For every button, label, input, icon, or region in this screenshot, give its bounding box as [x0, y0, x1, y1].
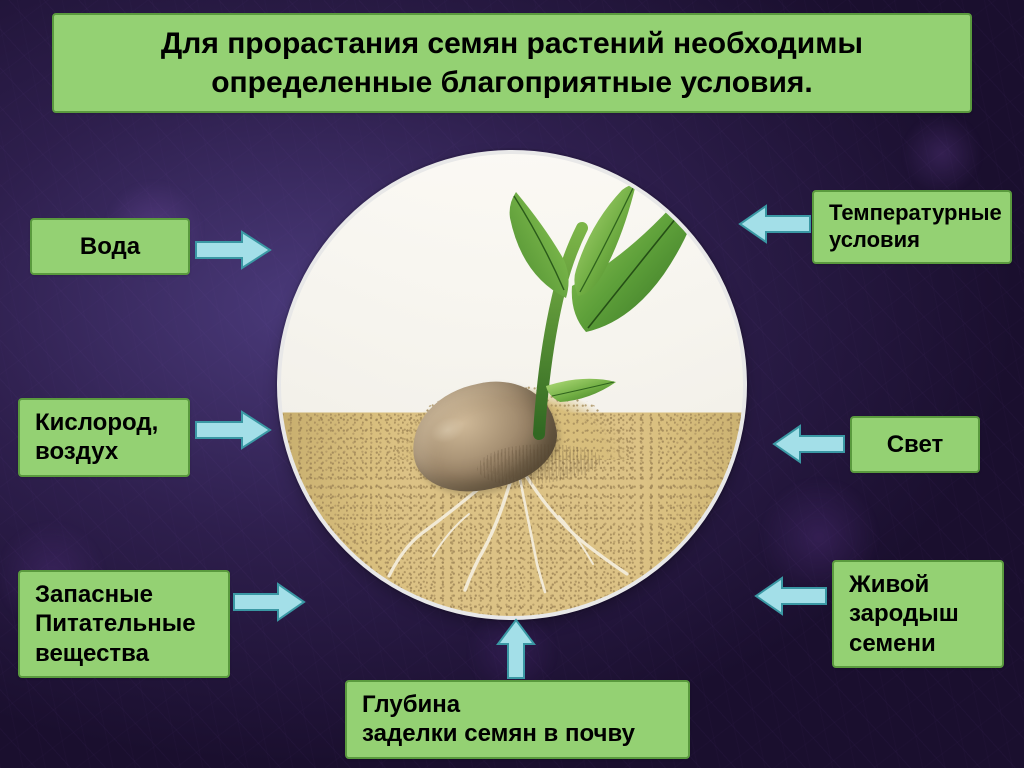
arrow-embryo [754, 576, 828, 616]
arrow-nutrients [232, 582, 306, 622]
label-nutrients: Запасные Питательные вещества [18, 570, 230, 678]
label-temperature-text: Температурные условия [829, 200, 1002, 252]
label-light: Свет [850, 416, 980, 473]
label-water-text: Вода [80, 233, 140, 260]
arrow-depth [496, 618, 536, 680]
arrow-light [772, 424, 846, 464]
label-oxygen-text: Кислород, воздух [35, 409, 158, 465]
title-text: Для прорастания семян растений необходим… [161, 27, 863, 99]
label-embryo-text: Живой зародыш семени [849, 571, 959, 657]
label-water: Вода [30, 218, 190, 275]
label-oxygen: Кислород, воздух [18, 398, 190, 477]
label-embryo: Живой зародыш семени [832, 560, 1004, 668]
sprout-drawing [506, 182, 706, 442]
label-depth: Глубина заделки семян в почву [345, 680, 690, 759]
label-light-text: Свет [887, 431, 944, 458]
center-illustration-circle [277, 150, 747, 620]
arrow-water [194, 230, 272, 270]
label-nutrients-text: Запасные Питательные вещества [35, 581, 196, 667]
title-box: Для прорастания семян растений необходим… [52, 13, 972, 113]
arrow-temperature [738, 204, 812, 244]
slide-background: Для прорастания семян растений необходим… [0, 0, 1024, 768]
arrow-oxygen [194, 410, 272, 450]
label-depth-text: Глубина заделки семян в почву [362, 691, 635, 747]
label-temperature: Температурные условия [812, 190, 1012, 264]
